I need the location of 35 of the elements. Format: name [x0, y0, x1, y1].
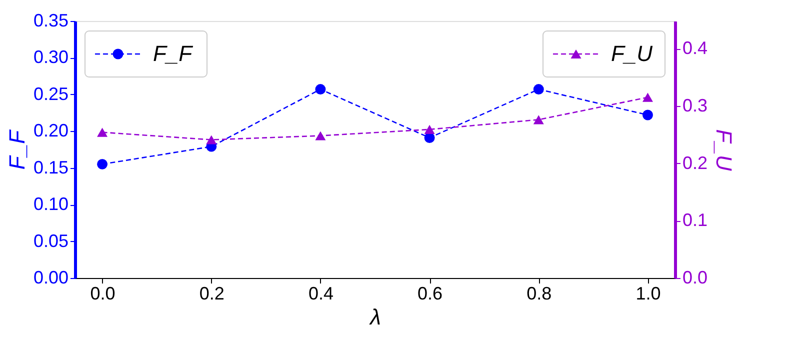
y-tick-label: 0.05: [33, 230, 68, 251]
y-tick-label: 0.35: [33, 10, 68, 30]
y-axis-title: F_F: [4, 128, 30, 170]
y2-tick-label: 0.4: [682, 38, 708, 58]
point: [642, 110, 653, 120]
y2-tick-label: 0.1: [682, 210, 708, 230]
x-tick-label: 0.6: [418, 284, 443, 304]
point: [206, 135, 217, 144]
point: [424, 132, 435, 143]
x-tick-label: 0.8: [526, 284, 552, 304]
x-axis-title: λ: [369, 304, 381, 330]
y2-tick-label: 0.2: [682, 152, 708, 173]
legend-label: F_F: [153, 41, 194, 66]
y-tick-label: 0.30: [33, 47, 68, 68]
y-tick-label: 0.00: [33, 268, 68, 288]
point: [533, 84, 544, 95]
y2-tick-label: 0.3: [682, 95, 708, 116]
x-tick-label: 0.0: [90, 284, 116, 304]
y-tick-label: 0.10: [33, 194, 68, 214]
y2-axis-title: F_U: [712, 129, 737, 171]
point: [533, 115, 544, 124]
point: [424, 124, 435, 134]
y2-tick-label: 0.0: [682, 268, 708, 288]
point: [97, 128, 108, 137]
y-tick-label: 0.25: [33, 84, 68, 104]
x-tick-label: 1.0: [636, 284, 661, 304]
y-tick-label: 0.20: [33, 120, 68, 141]
point: [315, 131, 326, 140]
x-tick-label: 0.2: [199, 284, 224, 304]
point: [642, 92, 653, 102]
x-tick-label: 0.4: [308, 284, 334, 304]
legend-label: F_U: [611, 41, 653, 66]
point: [97, 158, 108, 170]
point: [315, 84, 326, 95]
y-tick-label: 0.15: [33, 157, 68, 178]
